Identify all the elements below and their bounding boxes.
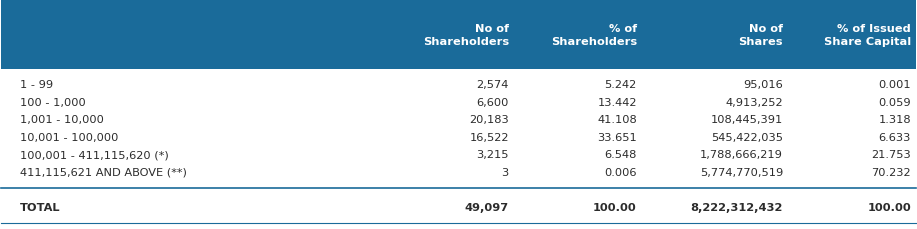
Text: 100 - 1,000: 100 - 1,000 [19, 97, 85, 107]
Text: 545,422,035: 545,422,035 [711, 132, 783, 142]
Text: 100.00: 100.00 [593, 202, 636, 212]
Text: 20,183: 20,183 [469, 114, 509, 125]
Text: 10,001 - 100,000: 10,001 - 100,000 [19, 132, 118, 142]
Text: 5.242: 5.242 [604, 80, 636, 90]
Text: % of Issued
Share Capital: % of Issued Share Capital [823, 24, 911, 46]
Text: 100,001 - 411,115,620 (*): 100,001 - 411,115,620 (*) [19, 149, 169, 159]
Text: 41.108: 41.108 [597, 114, 636, 125]
Text: % of
Shareholders: % of Shareholders [550, 24, 636, 46]
Text: 13.442: 13.442 [597, 97, 636, 107]
Text: 70.232: 70.232 [871, 167, 911, 177]
Text: 1,788,666,219: 1,788,666,219 [701, 149, 783, 159]
Text: 2,574: 2,574 [477, 80, 509, 90]
Text: 6.633: 6.633 [878, 132, 911, 142]
Text: 21.753: 21.753 [871, 149, 911, 159]
Text: No of
Shareholders: No of Shareholders [423, 24, 509, 46]
Text: 33.651: 33.651 [597, 132, 636, 142]
Text: 0.006: 0.006 [604, 167, 636, 177]
Text: 95,016: 95,016 [744, 80, 783, 90]
Text: 6,600: 6,600 [477, 97, 509, 107]
Text: 411,115,621 AND ABOVE (**): 411,115,621 AND ABOVE (**) [19, 167, 186, 177]
Text: 16,522: 16,522 [470, 132, 509, 142]
Text: 4,913,252: 4,913,252 [725, 97, 783, 107]
Text: 8,222,312,432: 8,222,312,432 [691, 202, 783, 212]
Text: 3: 3 [502, 167, 509, 177]
Text: 108,445,391: 108,445,391 [711, 114, 783, 125]
Text: 100.00: 100.00 [867, 202, 911, 212]
Text: 1.318: 1.318 [878, 114, 911, 125]
Text: 1,001 - 10,000: 1,001 - 10,000 [19, 114, 104, 125]
Text: 0.059: 0.059 [878, 97, 911, 107]
Text: 0.001: 0.001 [878, 80, 911, 90]
Text: 3,215: 3,215 [476, 149, 509, 159]
Text: 5,774,770,519: 5,774,770,519 [700, 167, 783, 177]
Text: 6.548: 6.548 [604, 149, 636, 159]
FancyBboxPatch shape [2, 1, 915, 69]
Text: No of
Shares: No of Shares [738, 24, 783, 46]
Text: TOTAL: TOTAL [19, 202, 61, 212]
Text: 1 - 99: 1 - 99 [19, 80, 53, 90]
Text: 49,097: 49,097 [465, 202, 509, 212]
